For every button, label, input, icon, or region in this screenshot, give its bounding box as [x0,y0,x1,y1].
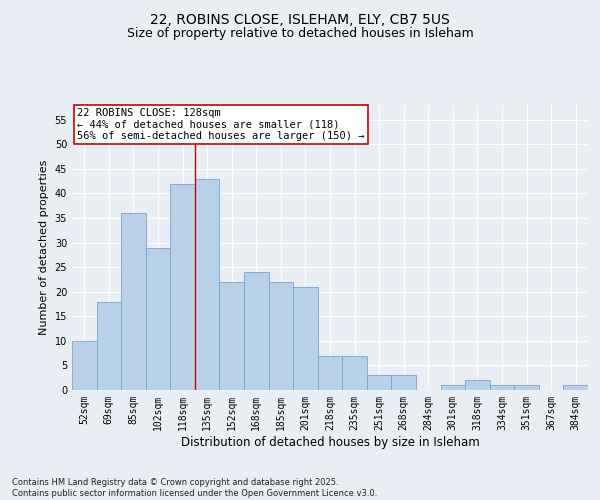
Bar [293,287,318,390]
Bar [391,376,416,390]
Bar [121,213,146,390]
Bar [342,356,367,390]
Bar [490,385,514,390]
Bar [465,380,490,390]
Text: Contains HM Land Registry data © Crown copyright and database right 2025.
Contai: Contains HM Land Registry data © Crown c… [12,478,377,498]
Bar [170,184,195,390]
Bar [269,282,293,390]
Bar [146,248,170,390]
Bar [220,282,244,390]
Y-axis label: Number of detached properties: Number of detached properties [39,160,49,335]
Text: Size of property relative to detached houses in Isleham: Size of property relative to detached ho… [127,28,473,40]
X-axis label: Distribution of detached houses by size in Isleham: Distribution of detached houses by size … [181,436,479,448]
Bar [440,385,465,390]
Bar [195,178,220,390]
Text: 22 ROBINS CLOSE: 128sqm
← 44% of detached houses are smaller (118)
56% of semi-d: 22 ROBINS CLOSE: 128sqm ← 44% of detache… [77,108,365,141]
Bar [72,341,97,390]
Bar [367,376,391,390]
Text: 22, ROBINS CLOSE, ISLEHAM, ELY, CB7 5US: 22, ROBINS CLOSE, ISLEHAM, ELY, CB7 5US [150,12,450,26]
Bar [97,302,121,390]
Bar [563,385,588,390]
Bar [244,272,269,390]
Bar [514,385,539,390]
Bar [318,356,342,390]
